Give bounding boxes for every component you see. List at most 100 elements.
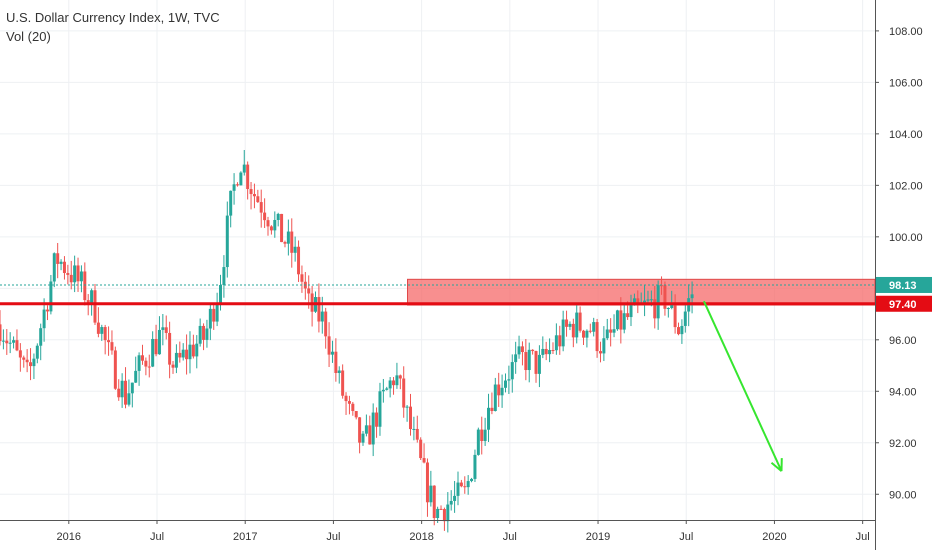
candle-body — [371, 412, 375, 445]
candle-body — [144, 360, 148, 367]
candle-body — [79, 271, 83, 282]
candle-body — [83, 271, 87, 301]
candle-body — [151, 338, 155, 367]
candle-body — [5, 340, 9, 344]
candle-body — [140, 355, 144, 361]
volume-indicator-label[interactable]: Vol (20) — [6, 29, 51, 44]
candle-body — [15, 340, 19, 351]
candle-body — [507, 379, 511, 381]
candle-body — [476, 429, 480, 455]
candle-body — [497, 384, 501, 396]
candle-body — [56, 253, 60, 264]
time-tick-label: Jul — [326, 531, 340, 543]
candle-body — [446, 504, 450, 522]
candle-body — [449, 500, 453, 505]
candle-body — [341, 370, 345, 396]
candle-body — [609, 329, 613, 333]
candle-body — [317, 297, 321, 322]
candle-body — [347, 401, 351, 404]
candle-body — [337, 370, 341, 373]
price-tick-label: 94.00 — [889, 386, 917, 398]
candle-body — [276, 213, 280, 220]
candle-body — [571, 323, 575, 338]
candle-body — [368, 425, 372, 445]
candle-body — [280, 213, 284, 243]
time-tick-label: Jul — [856, 531, 870, 543]
candle-body — [395, 375, 399, 386]
candle-body — [425, 462, 429, 503]
candle-body — [453, 495, 457, 501]
price-tick-label: 106.00 — [889, 77, 923, 89]
candle-body — [473, 454, 477, 479]
candle-body — [503, 380, 507, 388]
candle-body — [510, 362, 514, 380]
candle-body — [412, 428, 416, 430]
time-tick-label: 2019 — [586, 531, 610, 543]
chart-grid — [0, 0, 875, 520]
candle-body — [660, 285, 664, 287]
price-tick-label: 108.00 — [889, 26, 923, 38]
candle-body — [541, 348, 545, 355]
candle-body — [86, 300, 90, 303]
candle-body — [392, 380, 396, 386]
candle-body — [256, 196, 260, 203]
candle-body — [578, 312, 582, 331]
candle-body — [646, 299, 650, 301]
candle-body — [358, 417, 362, 443]
candle-body — [619, 310, 623, 330]
candle-body — [632, 298, 636, 306]
candle-body — [49, 281, 53, 312]
candle-body — [232, 184, 236, 191]
candle-body — [1, 340, 5, 342]
candle-body — [537, 354, 541, 374]
candle-body — [45, 309, 49, 312]
candle-body — [76, 265, 80, 282]
arrow-shaft — [702, 300, 783, 472]
candle-body — [436, 508, 440, 519]
candle-body — [154, 338, 158, 355]
candle-body — [25, 359, 29, 363]
candle-body — [137, 355, 141, 371]
price-tick-label: 90.00 — [889, 489, 917, 501]
candle-body — [517, 346, 521, 355]
candle-body — [195, 343, 199, 357]
candle-body — [690, 294, 694, 299]
candle-body — [324, 311, 328, 337]
candle-body — [134, 370, 138, 383]
candle-body — [178, 352, 182, 358]
candle-body — [188, 344, 192, 360]
candle-body — [235, 184, 239, 186]
price-tick-label: 104.00 — [889, 129, 923, 141]
candle-body — [575, 312, 579, 338]
candle-body — [673, 303, 677, 328]
candle-body — [117, 388, 121, 398]
candle-body — [290, 231, 294, 253]
candle-body — [429, 485, 433, 503]
candle-body — [124, 380, 128, 405]
candle-body — [480, 429, 484, 442]
support-price-badge-bg — [876, 295, 932, 312]
candle-body — [551, 350, 555, 352]
candle-body — [110, 342, 114, 351]
last-price-badge: 98.13 — [889, 280, 917, 292]
candle-body — [615, 310, 619, 330]
candle-body — [229, 190, 233, 216]
candle-body — [398, 375, 402, 379]
candle-body — [561, 319, 565, 347]
candle-body — [22, 357, 26, 360]
time-tick-label: Jul — [150, 531, 164, 543]
time-tick-label: Jul — [679, 531, 693, 543]
chart-legend: U.S. Dollar Currency Index, 1W, TVC Vol … — [6, 8, 220, 46]
candle-body — [554, 335, 558, 351]
candle-body — [344, 395, 348, 402]
candle-body — [656, 285, 660, 319]
candle-body — [629, 305, 633, 318]
candle-body — [351, 403, 355, 412]
candle-body — [96, 322, 100, 334]
time-tick-label: 2017 — [233, 531, 257, 543]
candle-body — [385, 388, 389, 390]
candle-body — [246, 164, 250, 190]
candle-body — [588, 330, 592, 332]
projection-arrow — [702, 300, 783, 472]
